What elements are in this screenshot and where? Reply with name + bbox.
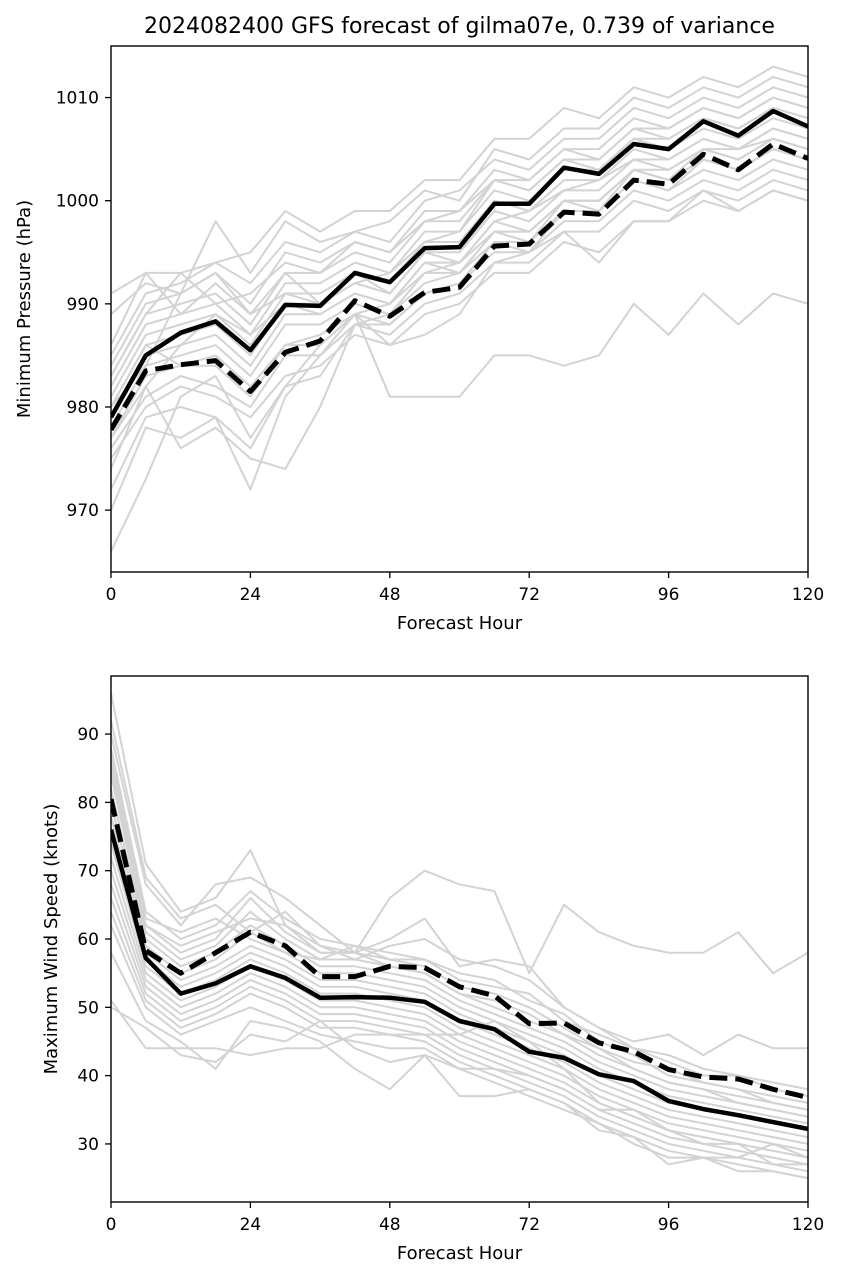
- pressure-series-line-ensemble-3: [111, 75, 808, 315]
- figure-title: 2024082400 GFS forecast of gilma07e, 0.7…: [144, 14, 775, 39]
- wind-series-line-ensemble-8: [111, 802, 808, 1125]
- pressure-series-line-ensemble-19: [111, 189, 808, 408]
- wind-series-line-ensemble-3: [111, 733, 808, 1057]
- wind-x-axis-label: Forecast Hour: [397, 1243, 523, 1264]
- wind-series-line-ensemble-15: [111, 897, 808, 1173]
- pressure-series-line-ensemble-2: [111, 65, 808, 295]
- wind-series-line-ensemble-21: [111, 720, 808, 1098]
- pressure-y-tick-label: 990: [67, 295, 99, 315]
- pressure-plot: 0 24 48 72 96 120 970 980 990 1000 1010 Forecast …: [14, 45, 824, 634]
- pressure-series-line-ensemble-13: [111, 179, 808, 449]
- wind-y-axis-label: Maximum Wind Speed (knots): [41, 804, 62, 1075]
- wind-series-line-ensemble-23: [111, 767, 808, 1118]
- pressure-series-line-ensemble-20: [111, 106, 808, 346]
- pressure-series-line-ensemble-21: [111, 96, 808, 377]
- wind-speed-plot: 0 24 48 72 96 120 30 40 50 60 70 80 90 Forecast Hou…: [41, 675, 824, 1264]
- wind-x-ticks: 0 24 48 72 96 120: [106, 1202, 824, 1235]
- wind-y-tick-label: 70: [77, 862, 99, 882]
- wind-y-ticks: 30 40 50 60 70 80 90: [77, 725, 111, 1155]
- pressure-x-tick-label: 0: [106, 585, 117, 605]
- pressure-series-line-ensemble-14: [111, 189, 808, 460]
- wind-series-layer: [111, 692, 808, 1180]
- wind-series-line-ensemble-19: [111, 999, 808, 1159]
- pressure-series-line-ensemble-4: [111, 86, 808, 356]
- pressure-series-line-ensemble-22: [111, 127, 808, 408]
- pressure-y-tick-label: 1010: [56, 89, 99, 109]
- wind-x-tick-label: 96: [658, 1215, 680, 1235]
- wind-series-line-ensemble-22: [111, 754, 808, 1111]
- pressure-y-axis-label: Minimum Pressure (hPa): [14, 200, 35, 418]
- wind-y-tick-label: 90: [77, 725, 99, 745]
- wind-y-tick-label: 80: [77, 793, 99, 813]
- pressure-y-ticks: 970 980 990 1000 1010: [56, 89, 111, 521]
- pressure-series-line-ensemble-18: [111, 292, 808, 552]
- wind-x-tick-label: 48: [379, 1215, 401, 1235]
- wind-y-tick-label: 60: [77, 930, 99, 950]
- wind-series-line-ensemble-16: [111, 911, 808, 1180]
- pressure-series-line-dashed-1: [111, 141, 808, 431]
- wind-series-line-ensemble-11: [111, 843, 808, 1145]
- wind-y-tick-label: 30: [77, 1135, 99, 1155]
- pressure-y-tick-label: 980: [67, 398, 99, 418]
- wind-x-tick-label: 72: [518, 1215, 540, 1235]
- pressure-x-tick-label: 24: [240, 585, 262, 605]
- pressure-series-line-solid-0: [111, 108, 808, 419]
- wind-series-line-ensemble-20: [111, 1006, 808, 1166]
- wind-series-line-dashed-1: [111, 798, 808, 1100]
- wind-x-tick-label: 120: [792, 1215, 824, 1235]
- pressure-series-layer: [111, 65, 808, 552]
- pressure-x-axis-label: Forecast Hour: [397, 613, 523, 634]
- pressure-x-tick-label: 72: [518, 585, 540, 605]
- wind-x-tick-label: 24: [240, 1215, 262, 1235]
- pressure-y-tick-label: 1000: [56, 192, 99, 212]
- pressure-series-line-ensemble-15: [111, 148, 808, 490]
- pressure-y-tick-label: 970: [67, 501, 99, 521]
- pressure-series-line-ensemble-23: [111, 137, 808, 439]
- pressure-axes-frame: [110, 45, 809, 573]
- pressure-x-tick-label: 48: [379, 585, 401, 605]
- pressure-x-tick-label: 120: [792, 585, 824, 605]
- pressure-x-tick-label: 96: [658, 585, 680, 605]
- wind-series-line-ensemble-7: [111, 788, 808, 1118]
- wind-series-line-ensemble-14: [111, 884, 808, 1166]
- pressure-x-ticks: 0 24 48 72 96 120: [106, 572, 824, 605]
- wind-x-tick-label: 0: [106, 1215, 117, 1235]
- wind-y-tick-label: 40: [77, 1067, 99, 1087]
- wind-series-line-solid-0: [111, 829, 808, 1132]
- wind-y-tick-label: 50: [77, 998, 99, 1018]
